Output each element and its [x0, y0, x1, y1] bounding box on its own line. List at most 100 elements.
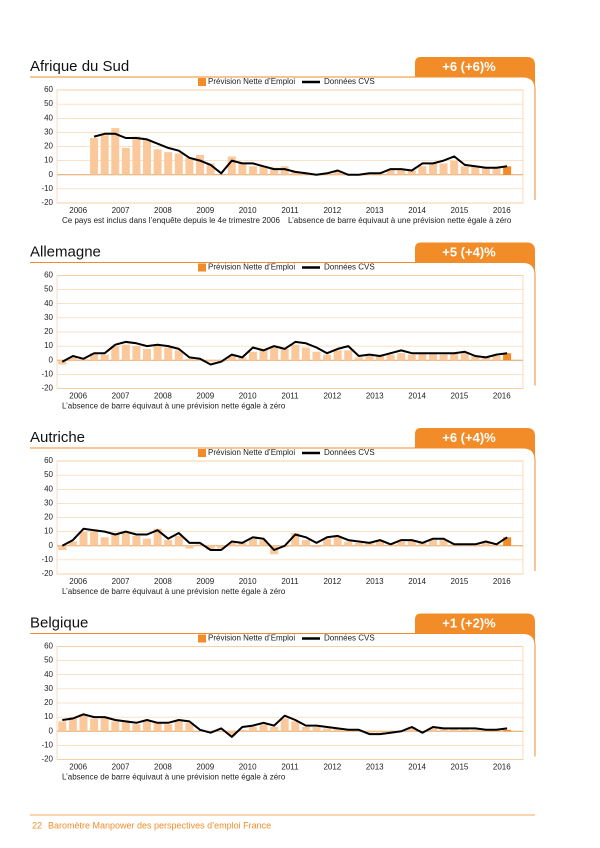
- y-tick-label: -20: [41, 755, 53, 764]
- y-tick-label: 60: [44, 271, 53, 280]
- y-tick-label: -10: [41, 555, 53, 564]
- bar: [68, 357, 77, 361]
- bar: [248, 538, 257, 546]
- y-tick-label: 50: [44, 285, 53, 294]
- x-tick-label: 2007: [112, 392, 130, 401]
- bar: [460, 351, 469, 361]
- bar: [68, 717, 77, 732]
- x-tick-label: 2014: [408, 392, 426, 401]
- x-tick-label: 2008: [154, 577, 172, 586]
- bar: [132, 724, 141, 732]
- chart-title: Afrique du Sud: [30, 58, 129, 75]
- x-tick-label: 2011: [281, 206, 299, 215]
- y-tick-label: 30: [44, 684, 53, 693]
- bar: [301, 727, 310, 732]
- bar: [58, 545, 67, 550]
- y-tick-label: 0: [49, 170, 54, 179]
- bar: [323, 538, 332, 546]
- bar: [259, 540, 268, 546]
- header-rule: [30, 633, 536, 757]
- bar: [259, 350, 268, 361]
- y-tick-label: 60: [44, 642, 53, 651]
- bar: [323, 354, 332, 361]
- x-tick-label: 2015: [451, 577, 469, 586]
- plot-frame: [56, 646, 524, 760]
- bar: [153, 346, 162, 361]
- x-tick-label: 2009: [196, 763, 214, 772]
- legend-label: Prévision Nette d’Emploi: [208, 448, 295, 457]
- bar: [164, 152, 173, 175]
- bar: [333, 535, 342, 546]
- y-tick-label: 20: [44, 142, 53, 151]
- footer-text: Baromètre Manpower des perspectives d’em…: [48, 820, 271, 830]
- header-rule: [30, 262, 536, 386]
- badge-text: +6 (+4)%: [442, 430, 496, 445]
- bar: [418, 353, 427, 361]
- legend-label: Données CVS: [324, 448, 375, 457]
- bar: [153, 528, 162, 546]
- x-tick-label: 2011: [281, 577, 299, 586]
- bar: [111, 128, 120, 175]
- legend-swatch: [198, 78, 206, 86]
- bar: [270, 727, 279, 732]
- bar: [227, 542, 236, 546]
- bar: [100, 354, 109, 361]
- bar: [100, 717, 109, 732]
- bar: [164, 540, 173, 546]
- bar: [481, 357, 490, 361]
- x-tick-label: 2013: [366, 577, 384, 586]
- bar: [365, 731, 374, 733]
- plot-frame: [56, 275, 524, 389]
- bar: [174, 153, 183, 175]
- bar: [174, 350, 183, 361]
- bar: [248, 351, 257, 361]
- y-tick-label: 10: [44, 712, 53, 721]
- legend-label: Données CVS: [324, 263, 375, 272]
- bar: [174, 721, 183, 732]
- legend-label: Prévision Nette d’Emploi: [208, 263, 295, 272]
- y-tick-label: 0: [49, 541, 54, 550]
- legend-swatch: [198, 449, 206, 457]
- bar: [185, 358, 194, 361]
- bar: [206, 360, 215, 362]
- cvs-line: [62, 713, 508, 738]
- note: L’absence de barre équivaut à une prévis…: [288, 216, 512, 225]
- chart-title: Autriche: [30, 429, 85, 446]
- plot-frame: [56, 89, 524, 204]
- bar: [333, 170, 342, 175]
- x-tick-label: 2009: [196, 392, 214, 401]
- legend-label: Prévision Nette d’Emploi: [208, 634, 295, 643]
- x-tick-label: 2012: [323, 392, 341, 401]
- y-tick-label: 40: [44, 299, 53, 308]
- x-tick-label: 2006: [69, 763, 87, 772]
- page-number: 22: [32, 820, 42, 830]
- bar: [185, 722, 194, 732]
- cvs-line: [61, 340, 508, 366]
- x-tick-label: 2008: [154, 206, 172, 215]
- bar: [407, 354, 416, 361]
- bar: [376, 540, 385, 546]
- chart: Autriche +6 (+4)% -20 -10 0 10 20 30 40 50 60 2006 2…: [30, 428, 536, 596]
- bar: [206, 163, 215, 175]
- bar: [132, 136, 141, 175]
- bar: [58, 360, 67, 365]
- x-tick-label: 2012: [323, 577, 341, 586]
- bar: [90, 138, 99, 175]
- y-tick-label: 50: [44, 656, 53, 665]
- x-tick-label: 2016: [493, 577, 511, 586]
- bar: [291, 344, 300, 361]
- x-tick-label: 2014: [408, 577, 426, 586]
- bar: [164, 347, 173, 361]
- bar: [365, 356, 374, 361]
- badge-box: [415, 428, 535, 460]
- x-tick-label: 2009: [196, 577, 214, 586]
- bar: [439, 163, 448, 175]
- y-tick-label: 0: [49, 726, 54, 735]
- bar: [121, 533, 130, 546]
- y-tick-label: -10: [41, 184, 53, 193]
- bar: [418, 542, 427, 546]
- x-tick-label: 2015: [451, 392, 469, 401]
- y-tick-label: -20: [41, 569, 53, 578]
- bar: [238, 542, 247, 546]
